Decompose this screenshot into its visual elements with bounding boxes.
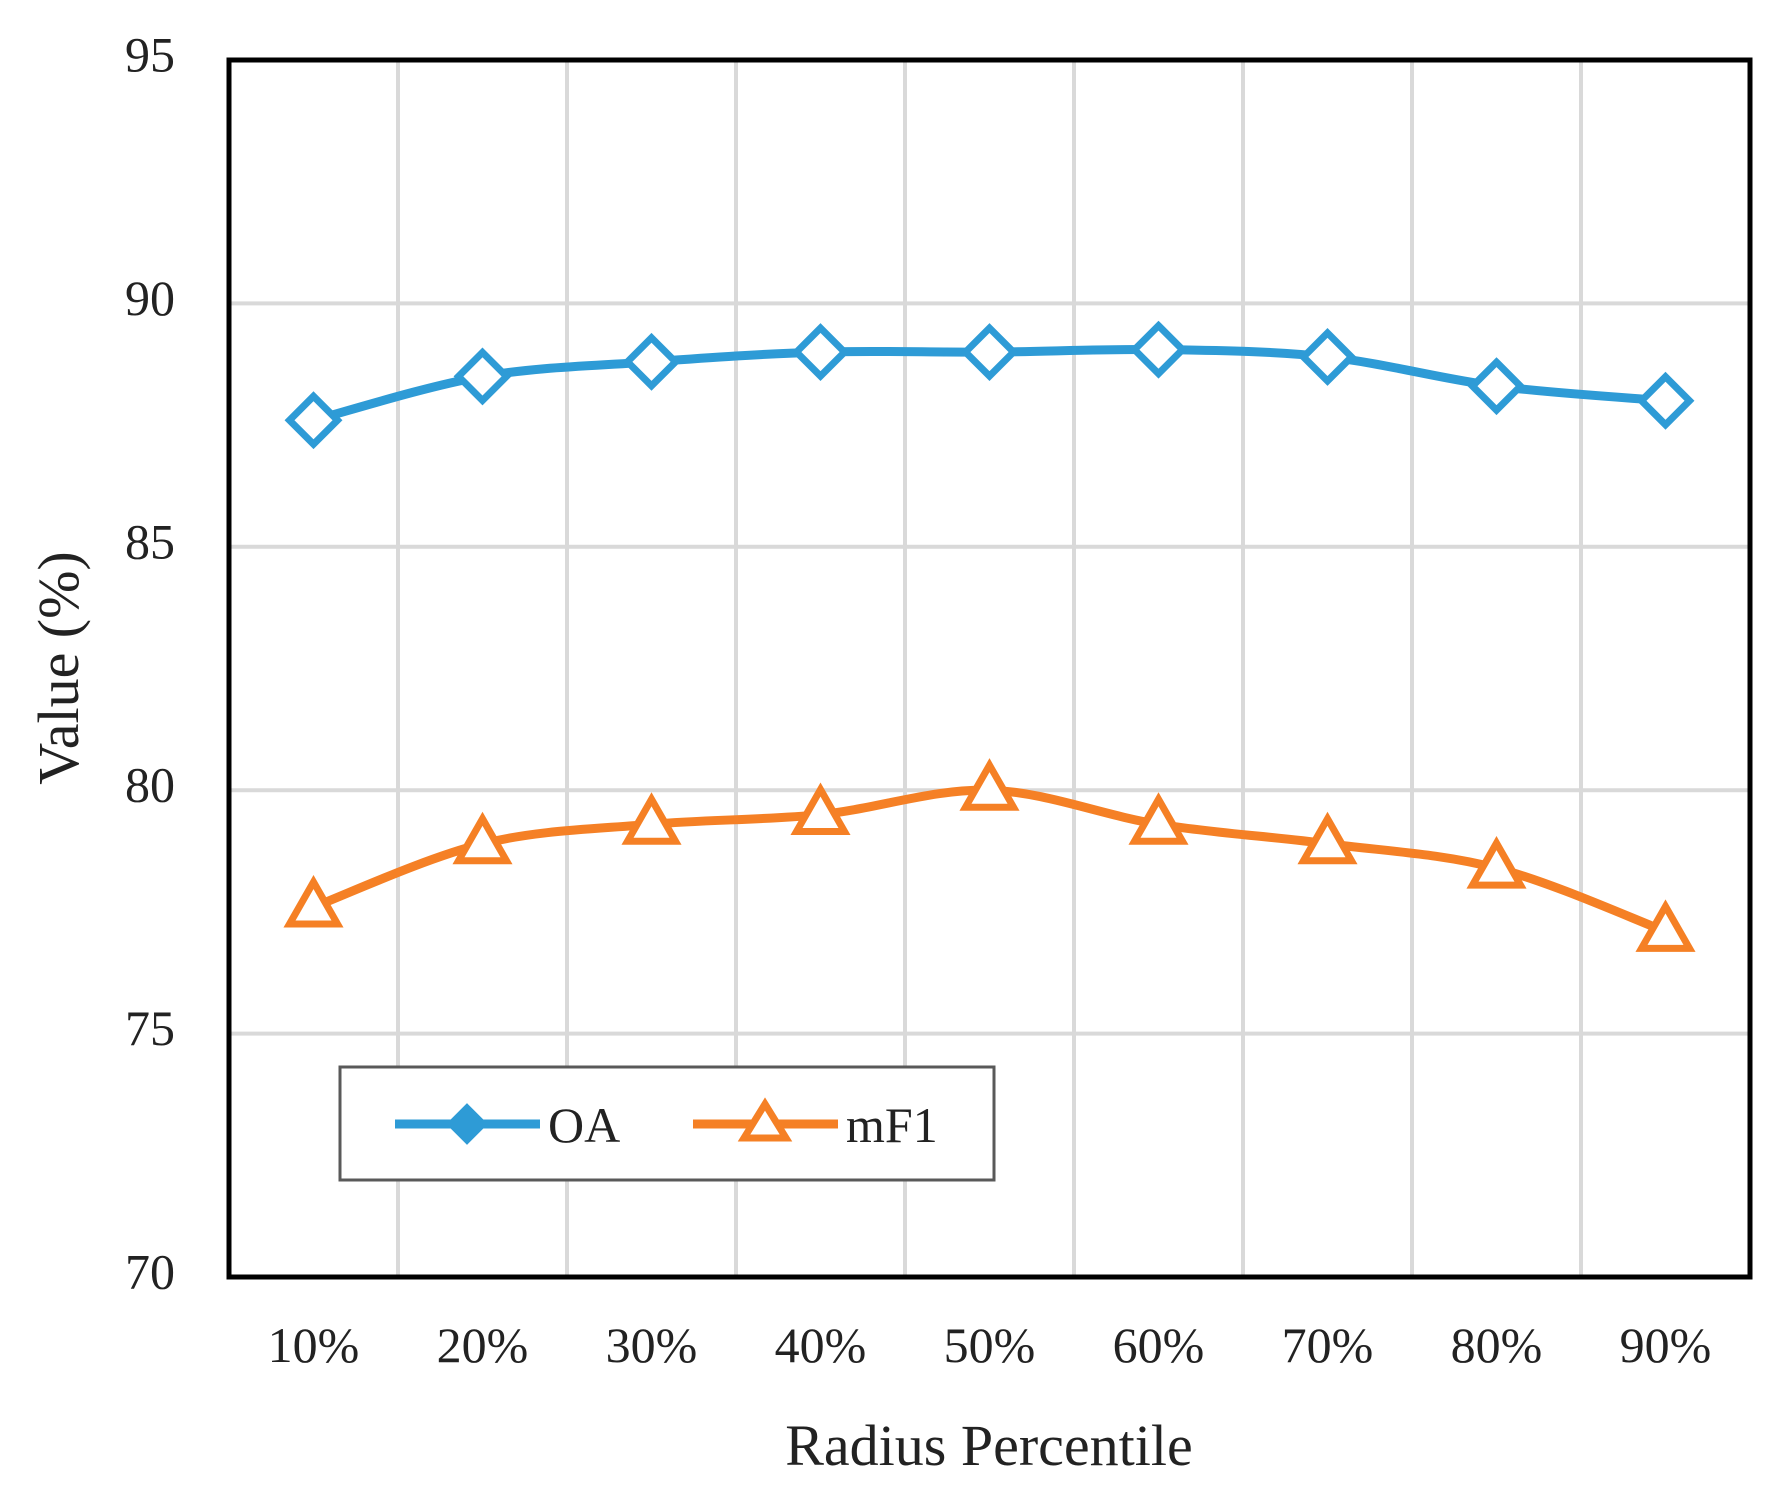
data-point-mf1-50pct: [959, 758, 1020, 811]
data-point-oa-70pct: [1298, 327, 1357, 386]
legend-label-oa: OA: [548, 1097, 620, 1153]
y-tick-label-90: 90: [125, 270, 175, 326]
data-point-oa-10pct: [284, 391, 343, 450]
x-tick-label: 20%: [437, 1317, 529, 1373]
x-tick-label: 70%: [1282, 1317, 1374, 1373]
plot-frame: [226, 57, 1753, 1280]
x-tick-label: 90%: [1620, 1317, 1712, 1373]
x-tick-label: 40%: [775, 1317, 867, 1373]
x-tick-label: 80%: [1451, 1317, 1543, 1373]
y-tick-label-70: 70: [125, 1243, 175, 1299]
x-axis-title: Radius Percentile: [785, 1413, 1193, 1478]
data-point-mf1-80pct: [1466, 836, 1527, 889]
data-point-mf1-90pct: [1635, 899, 1696, 952]
data-point-mf1-60pct: [1128, 792, 1189, 845]
x-axis-ticks: 10% 20% 30% 40% 50% 60% 70% 80% 90%: [268, 1317, 1712, 1373]
legend-marker-mf1: [737, 1097, 793, 1142]
data-point-mf1-70pct: [1297, 811, 1358, 865]
data-point-oa-50pct: [960, 323, 1019, 382]
x-tick-label: 30%: [606, 1317, 698, 1373]
x-tick-label: 50%: [944, 1317, 1036, 1373]
y-tick-label-85: 85: [125, 513, 175, 569]
data-point-oa-20pct: [453, 347, 512, 406]
data-point-mf1-20pct: [452, 811, 513, 865]
legend-label-mf1: mF1: [846, 1097, 938, 1153]
y-axis-title: Value (%): [26, 551, 91, 785]
data-point-oa-30pct: [622, 332, 681, 391]
data-point-oa-90pct: [1636, 371, 1695, 430]
data-point-oa-80pct: [1467, 357, 1526, 416]
y-axis-ticks: 70 75 80 85 90 95: [125, 26, 175, 1299]
data-point-oa-60pct: [1129, 320, 1188, 379]
data-point-mf1-10pct: [283, 874, 344, 928]
legend-marker-oa: [446, 1103, 488, 1145]
series-line-mf1: [311, 785, 1668, 936]
x-tick-label: 10%: [268, 1317, 360, 1373]
data-point-mf1-30pct: [621, 792, 682, 845]
legend: OA mF1: [338, 1065, 996, 1182]
y-tick-label-80: 80: [125, 757, 175, 813]
data-point-oa-40pct: [791, 323, 850, 382]
y-tick-label-75: 75: [125, 1000, 175, 1056]
series-layer: [283, 320, 1696, 952]
x-tick-label: 60%: [1113, 1317, 1205, 1373]
data-point-mf1-40pct: [790, 782, 851, 836]
y-tick-label-95: 95: [125, 26, 175, 82]
